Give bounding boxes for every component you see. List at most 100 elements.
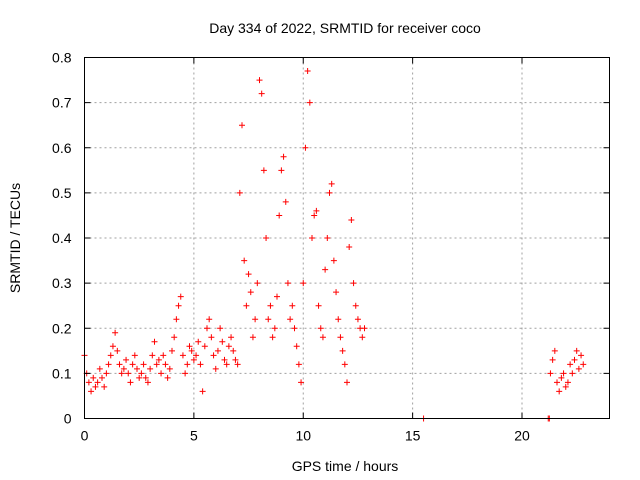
data-point bbox=[149, 352, 156, 359]
data-point bbox=[160, 352, 167, 359]
data-point bbox=[195, 338, 202, 345]
data-point bbox=[175, 302, 182, 309]
data-point bbox=[134, 365, 140, 372]
data-point bbox=[138, 370, 145, 377]
data-point bbox=[350, 280, 357, 287]
data-point bbox=[232, 356, 239, 363]
data-point bbox=[335, 316, 342, 323]
y-tick-label: 0 bbox=[64, 411, 72, 427]
data-point bbox=[562, 383, 569, 390]
data-point bbox=[575, 365, 582, 372]
data-point bbox=[173, 316, 180, 323]
data-point bbox=[567, 361, 574, 368]
data-point bbox=[96, 365, 103, 372]
data-point bbox=[162, 361, 169, 368]
data-point bbox=[109, 343, 116, 350]
axis-ticks: 0 5 10 15 20 0 0.1 0.2 0.3 0.4 0.5 0.6 0.7 0.8 bbox=[52, 50, 610, 444]
data-point bbox=[295, 361, 302, 368]
data-point bbox=[243, 302, 250, 309]
data-point bbox=[90, 374, 97, 381]
data-point bbox=[291, 325, 298, 332]
data-point bbox=[103, 370, 110, 377]
y-tick-label: 0.8 bbox=[52, 50, 72, 66]
data-point bbox=[580, 361, 587, 368]
data-point bbox=[88, 388, 95, 395]
data-point bbox=[556, 388, 563, 395]
data-point bbox=[260, 167, 267, 174]
data-point bbox=[92, 383, 99, 390]
data-point bbox=[114, 347, 121, 354]
y-tick-label: 0.2 bbox=[52, 320, 72, 336]
data-point bbox=[85, 379, 92, 386]
data-point bbox=[341, 361, 348, 368]
data-point bbox=[247, 289, 254, 296]
data-point bbox=[177, 293, 184, 300]
data-point bbox=[359, 334, 366, 341]
data-point bbox=[123, 356, 130, 363]
y-tick-label: 0.1 bbox=[52, 365, 72, 381]
data-point bbox=[289, 302, 296, 309]
data-points bbox=[81, 68, 587, 422]
data-point bbox=[302, 144, 309, 151]
data-point bbox=[337, 334, 344, 341]
data-point bbox=[258, 90, 265, 97]
data-point bbox=[564, 379, 571, 386]
data-point bbox=[274, 293, 280, 300]
data-point bbox=[214, 347, 221, 354]
data-point bbox=[319, 334, 326, 341]
data-point bbox=[179, 352, 186, 359]
data-point bbox=[151, 338, 158, 345]
data-point bbox=[147, 365, 154, 372]
data-point bbox=[210, 352, 217, 359]
data-point bbox=[354, 316, 361, 323]
y-tick-label: 0.5 bbox=[52, 185, 72, 201]
data-point bbox=[348, 216, 355, 223]
data-point bbox=[256, 77, 263, 84]
data-point bbox=[333, 289, 340, 296]
data-point bbox=[344, 379, 350, 386]
data-point bbox=[193, 352, 200, 359]
data-point bbox=[280, 153, 287, 160]
data-point bbox=[551, 347, 558, 354]
data-point bbox=[140, 361, 147, 368]
data-point bbox=[269, 334, 276, 341]
data-point bbox=[99, 374, 105, 381]
data-point bbox=[153, 361, 160, 368]
data-point bbox=[188, 347, 195, 354]
data-point bbox=[239, 122, 245, 129]
data-point bbox=[245, 271, 252, 278]
data-point bbox=[127, 379, 134, 386]
data-point bbox=[265, 316, 272, 323]
data-point bbox=[309, 235, 315, 241]
data-point bbox=[241, 257, 248, 264]
data-point bbox=[223, 361, 230, 368]
data-point bbox=[144, 379, 151, 386]
data-point bbox=[263, 235, 270, 241]
chart-title: Day 334 of 2022, SRMTID for receiver coc… bbox=[209, 20, 481, 36]
data-point bbox=[352, 302, 359, 309]
data-point bbox=[254, 280, 261, 287]
data-point bbox=[184, 361, 191, 368]
data-point bbox=[131, 352, 138, 359]
data-point bbox=[107, 352, 114, 359]
data-point bbox=[197, 361, 204, 368]
data-point bbox=[112, 329, 119, 336]
x-tick-label: 0 bbox=[81, 428, 89, 444]
x-tick-label: 20 bbox=[514, 428, 530, 444]
data-point bbox=[339, 347, 346, 354]
data-point bbox=[94, 379, 101, 386]
data-point bbox=[206, 316, 213, 323]
y-tick-label: 0.3 bbox=[52, 275, 72, 291]
data-point bbox=[573, 347, 580, 354]
data-point bbox=[547, 370, 554, 377]
data-point bbox=[304, 68, 311, 75]
data-point bbox=[142, 374, 149, 381]
data-point bbox=[571, 356, 578, 363]
x-tick-label: 10 bbox=[295, 428, 311, 444]
data-point bbox=[324, 235, 331, 241]
data-point bbox=[278, 167, 285, 174]
data-point bbox=[228, 334, 235, 341]
data-point bbox=[171, 334, 178, 341]
data-point bbox=[271, 325, 278, 332]
data-point bbox=[317, 325, 324, 332]
